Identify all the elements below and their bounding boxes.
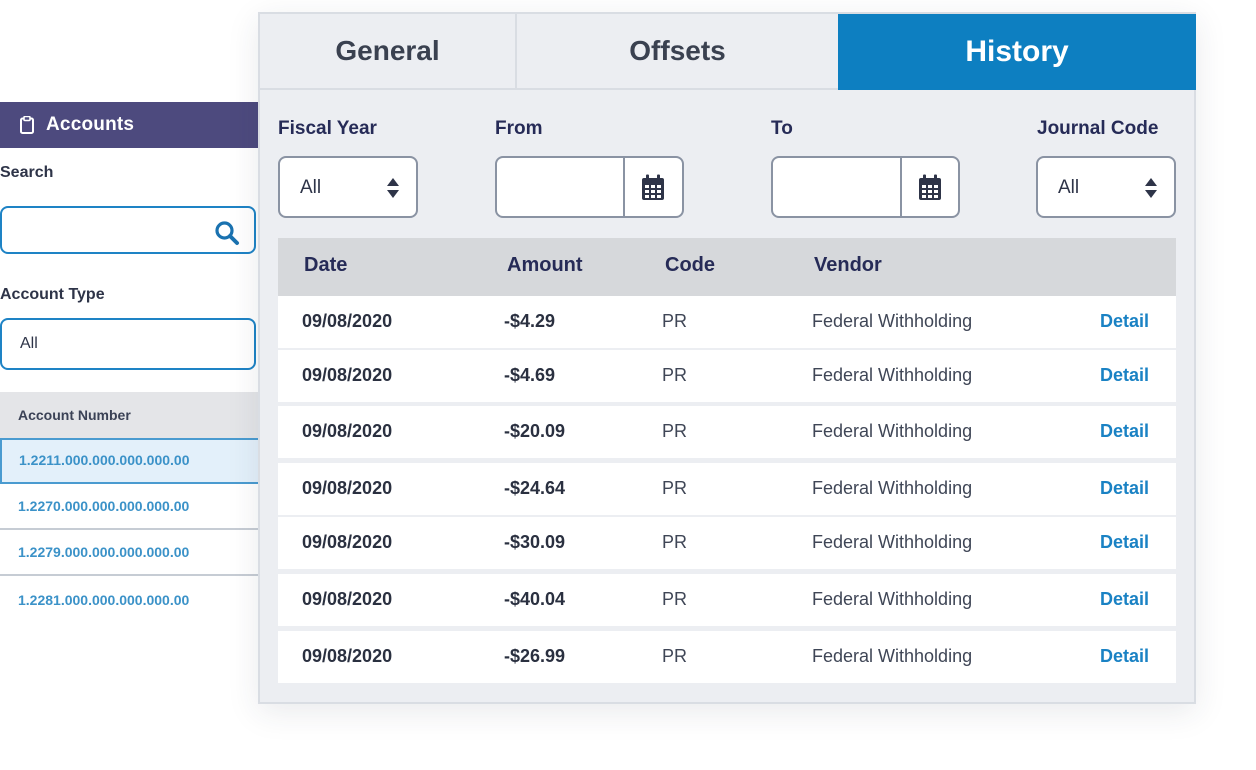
calendar-icon[interactable]: [640, 174, 666, 202]
detail-link[interactable]: Detail: [1100, 311, 1150, 331]
column-header-vendor[interactable]: Vendor: [814, 254, 882, 276]
column-header-code[interactable]: Code: [665, 254, 715, 276]
history-table-header: Date Amount Code Vendor: [278, 238, 1176, 296]
cell-date: 09/08/2020: [302, 311, 393, 331]
to-date-input[interactable]: [771, 156, 960, 218]
cell-vendor: Federal Withholding: [812, 589, 973, 609]
journal-code-label: Journal Code: [1037, 118, 1159, 139]
cell-code: PR: [662, 589, 688, 609]
table-row: 09/08/2020 -$20.09 PR Federal Withholdin…: [278, 406, 1176, 458]
sort-arrows-icon: [1145, 178, 1157, 198]
account-row[interactable]: 1.2281.000.000.000.000.00: [18, 592, 190, 608]
cell-code: PR: [662, 478, 688, 498]
cell-vendor: Federal Withholding: [812, 646, 973, 666]
divider: [900, 158, 902, 216]
column-header-date[interactable]: Date: [304, 254, 348, 276]
from-date-input[interactable]: [495, 156, 684, 218]
cell-amount: -$20.09: [504, 421, 566, 441]
detail-link[interactable]: Detail: [1100, 421, 1150, 441]
table-row: 09/08/2020 -$24.64 PR Federal Withholdin…: [278, 463, 1176, 515]
column-header-amount[interactable]: Amount: [507, 254, 583, 276]
detail-link[interactable]: Detail: [1100, 532, 1150, 552]
search-label: Search: [0, 164, 54, 181]
accounts-header: Accounts: [0, 102, 262, 148]
table-row: 09/08/2020 -$26.99 PR Federal Withholdin…: [278, 631, 1176, 683]
fiscal-year-label: Fiscal Year: [278, 118, 377, 139]
table-row: 09/08/2020 -$40.04 PR Federal Withholdin…: [278, 574, 1176, 626]
cell-vendor: Federal Withholding: [812, 311, 973, 331]
tab-offsets[interactable]: Offsets: [517, 14, 838, 90]
detail-link[interactable]: Detail: [1100, 589, 1150, 609]
from-label: From: [495, 118, 543, 139]
cell-amount: -$24.64: [504, 478, 566, 498]
cell-code: PR: [662, 311, 688, 331]
search-input[interactable]: [0, 206, 256, 254]
cell-amount: -$4.69: [504, 365, 556, 385]
fiscal-year-select[interactable]: All: [278, 156, 418, 218]
cell-amount: -$40.04: [504, 589, 566, 609]
calendar-icon[interactable]: [917, 174, 943, 202]
accounts-title: Accounts: [46, 114, 135, 135]
cell-code: PR: [662, 365, 688, 385]
cell-code: PR: [662, 421, 688, 441]
cell-code: PR: [662, 646, 688, 666]
search-icon[interactable]: [214, 220, 240, 246]
detail-link[interactable]: Detail: [1100, 478, 1150, 498]
cell-amount: -$26.99: [504, 646, 566, 666]
account-type-select[interactable]: All: [0, 318, 256, 370]
cell-date: 09/08/2020: [302, 532, 393, 552]
cell-date: 09/08/2020: [302, 365, 393, 385]
table-row: 09/08/2020 -$30.09 PR Federal Withholdin…: [278, 517, 1176, 569]
account-row[interactable]: 1.2270.000.000.000.000.00: [0, 484, 262, 530]
cell-vendor: Federal Withholding: [812, 478, 973, 498]
divider: [623, 158, 625, 216]
table-row: 09/08/2020 -$4.69 PR Federal Withholding…: [278, 350, 1176, 402]
account-number-header: Account Number: [0, 392, 262, 438]
cell-date: 09/08/2020: [302, 421, 393, 441]
clipboard-icon: [20, 116, 34, 134]
detail-link[interactable]: Detail: [1100, 646, 1150, 666]
detail-panel: General Offsets History Fiscal Year From…: [258, 12, 1196, 704]
cell-amount: -$30.09: [504, 532, 566, 552]
tab-general[interactable]: General: [260, 14, 517, 90]
to-label: To: [771, 118, 793, 139]
accounts-panel: Accounts Search Account Type All Account…: [0, 102, 262, 622]
cell-date: 09/08/2020: [302, 478, 393, 498]
account-row[interactable]: 1.2211.000.000.000.000.00: [0, 438, 262, 484]
cell-amount: -$4.29: [504, 311, 556, 331]
cell-date: 09/08/2020: [302, 589, 393, 609]
sort-arrows-icon: [387, 178, 399, 198]
fiscal-year-value: All: [300, 177, 322, 198]
account-type-label: Account Type: [0, 286, 105, 303]
journal-code-select[interactable]: All: [1036, 156, 1176, 218]
cell-code: PR: [662, 532, 688, 552]
account-row[interactable]: 1.2279.000.000.000.000.00: [0, 530, 262, 576]
cell-vendor: Federal Withholding: [812, 365, 973, 385]
cell-date: 09/08/2020: [302, 646, 393, 666]
detail-link[interactable]: Detail: [1100, 365, 1150, 385]
journal-code-value: All: [1058, 177, 1080, 198]
cell-vendor: Federal Withholding: [812, 532, 973, 552]
tab-history[interactable]: History: [838, 14, 1196, 90]
cell-vendor: Federal Withholding: [812, 421, 973, 441]
table-row: 09/08/2020 -$4.29 PR Federal Withholding…: [278, 296, 1176, 348]
